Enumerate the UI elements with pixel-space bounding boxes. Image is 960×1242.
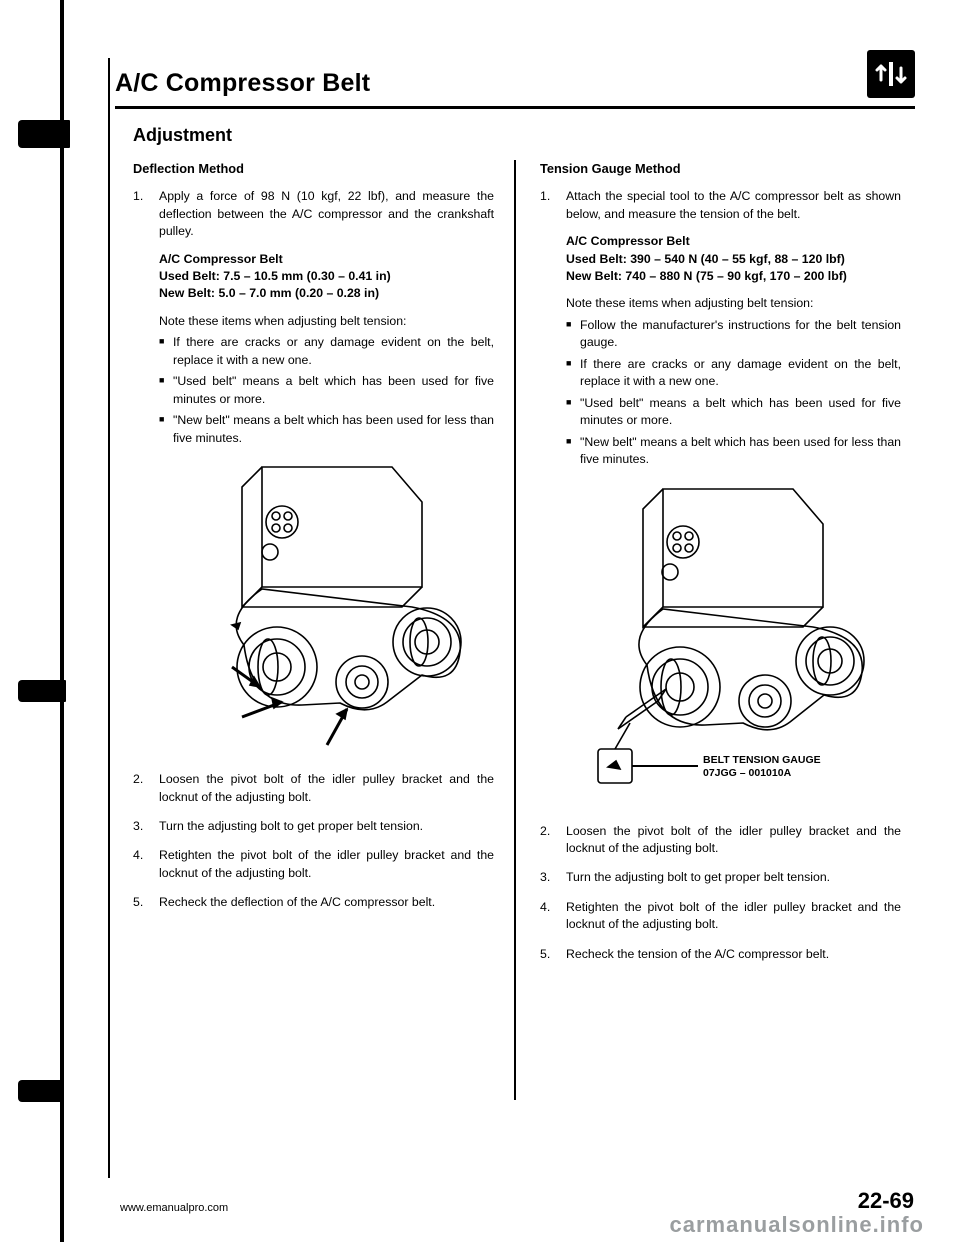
gauge-label-2: 07JGG – 001010A — [703, 767, 792, 779]
binder-tab-icon — [18, 680, 66, 702]
watermark: carmanualsonline.info — [670, 1212, 925, 1238]
list-item: Attach the special tool to the A/C compr… — [540, 188, 901, 808]
right-column: Tension Gauge Method Attach the special … — [522, 160, 915, 1100]
list-item: Recheck the deflection of the A/C compre… — [133, 894, 494, 911]
step-text: Attach the special tool to the A/C compr… — [566, 189, 901, 220]
page-number: 22-69 — [858, 1188, 914, 1214]
spec-used: Used Belt: 390 – 540 N (40 – 55 kgf, 88 … — [566, 251, 901, 268]
list-item: Loosen the pivot bolt of the idler pulle… — [540, 823, 901, 858]
up-bar-down-icon — [867, 50, 915, 98]
list-item: Retighten the pivot bolt of the idler pu… — [133, 847, 494, 882]
gauge-label-1: BELT TENSION GAUGE — [703, 754, 821, 766]
note-bullet: "New belt" means a belt which has been u… — [159, 412, 494, 447]
list-item: Loosen the pivot bolt of the idler pulle… — [133, 771, 494, 806]
list-item: Recheck the tension of the A/C compresso… — [540, 946, 901, 963]
note-bullet: "Used belt" means a belt which has been … — [566, 395, 901, 430]
binder-tab-icon — [18, 120, 70, 148]
left-column: Deflection Method Apply a force of 98 N … — [115, 160, 508, 1100]
note-intro: Note these items when adjusting belt ten… — [159, 313, 494, 330]
note-bullet: If there are cracks or any damage eviden… — [566, 356, 901, 391]
column-divider — [514, 160, 516, 1100]
method-heading: Deflection Method — [133, 160, 494, 178]
method-heading: Tension Gauge Method — [540, 160, 901, 178]
binder-tab-icon — [18, 1080, 64, 1102]
spec-title: A/C Compressor Belt — [566, 233, 901, 250]
spec-new: New Belt: 5.0 – 7.0 mm (0.20 – 0.28 in) — [159, 285, 494, 302]
note-intro: Note these items when adjusting belt ten… — [566, 295, 901, 312]
step-text: Apply a force of 98 N (10 kgf, 22 lbf), … — [159, 189, 494, 238]
list-item: Retighten the pivot bolt of the idler pu… — [540, 899, 901, 934]
belt-routing-figure-gauge: BELT TENSION GAUGE 07JGG – 001010A — [566, 479, 901, 809]
note-bullet: "Used belt" means a belt which has been … — [159, 373, 494, 408]
list-item: Turn the adjusting bolt to get proper be… — [133, 818, 494, 835]
note-bullet: "New belt" means a belt which has been u… — [566, 434, 901, 469]
note-bullet: If there are cracks or any damage eviden… — [159, 334, 494, 369]
belt-routing-figure — [159, 457, 494, 757]
list-item: Apply a force of 98 N (10 kgf, 22 lbf), … — [133, 188, 494, 757]
spec-title: A/C Compressor Belt — [159, 251, 494, 268]
spec-used: Used Belt: 7.5 – 10.5 mm (0.30 – 0.41 in… — [159, 268, 494, 285]
spec-new: New Belt: 740 – 880 N (75 – 90 kgf, 170 … — [566, 268, 901, 285]
note-bullet: Follow the manufacturer's instructions f… — [566, 317, 901, 352]
source-site: www.emanualpro.com — [120, 1202, 228, 1214]
list-item: Turn the adjusting bolt to get proper be… — [540, 869, 901, 886]
page-title: A/C Compressor Belt — [115, 69, 370, 98]
section-heading: Adjustment — [133, 125, 915, 146]
